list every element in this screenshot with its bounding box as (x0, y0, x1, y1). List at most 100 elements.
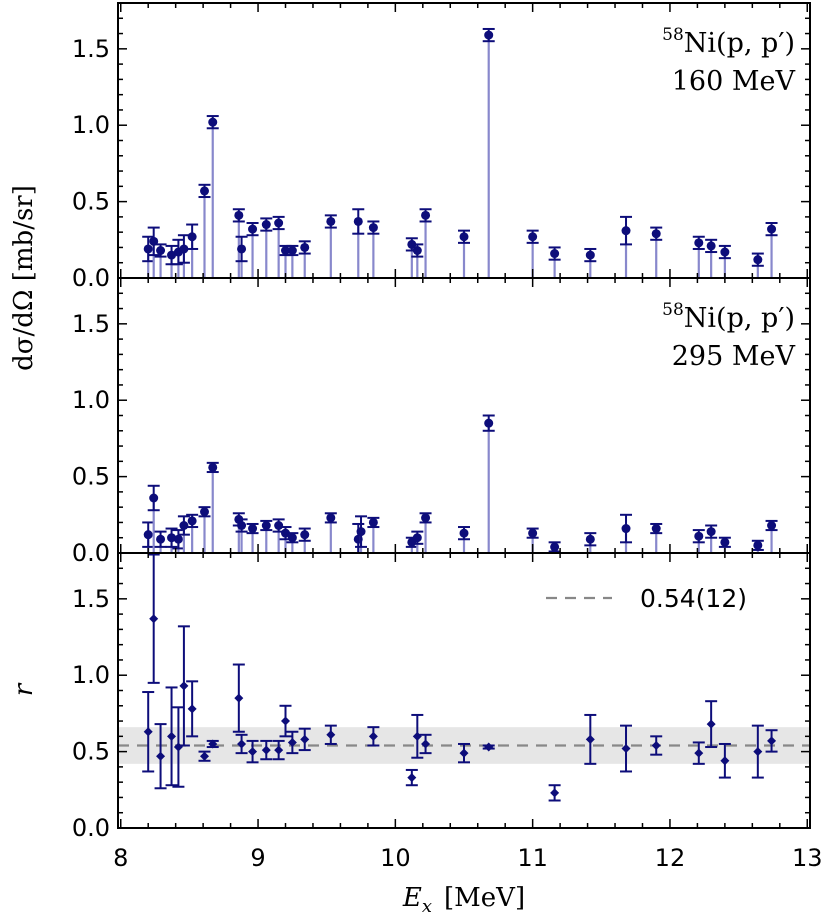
panel-ratio-ticks: 0.0 0.5 1.0 1.5 (72, 552, 810, 842)
panel-295-point-17 (326, 513, 336, 523)
legend-label: 0.54(12) (640, 584, 747, 613)
panel-ratio-point-22 (459, 748, 469, 758)
panel-ratio-marks (118, 553, 810, 802)
panel-295-point-32 (706, 527, 716, 537)
x-axis-label-var: E (402, 883, 422, 913)
panel-160-point-30 (694, 238, 704, 248)
panel-ratio-point-24 (550, 788, 560, 798)
panel-160-point-12 (261, 220, 271, 230)
panel-160-point-10 (237, 244, 247, 254)
x-tick-label: 9 (250, 844, 265, 872)
panel-295-marks (142, 414, 778, 553)
panel-160-energy: 160 MeV (672, 66, 796, 97)
panel-295-point-7 (200, 507, 209, 517)
panel-295-point-30 (651, 524, 661, 534)
panel-295-point-31 (694, 531, 704, 541)
panel-295-energy: 295 MeV (672, 341, 796, 372)
panel-ratio-point-29 (706, 719, 716, 729)
panel-295-point-34 (753, 540, 763, 550)
panel-295-point-14 (281, 528, 291, 538)
panel-ratio-ytick-label: 0.0 (72, 814, 110, 842)
panel-ratio-point-18 (368, 731, 378, 741)
ratio-y-axis-label: r (9, 682, 39, 696)
panel-295-point-29 (621, 524, 631, 534)
panel-160-ytick-label: 0.5 (72, 188, 110, 216)
panel-295-point-19 (356, 527, 366, 537)
panel-160-point-3 (167, 250, 177, 260)
panel-295-point-16 (300, 530, 310, 540)
panel-295-point-0 (143, 530, 153, 540)
panel-295-point-2 (156, 534, 166, 544)
panel-160: 0.0 0.5 1.0 1.5 58Ni(p, p′) 160 MeV (72, 2, 810, 292)
panel-160-point-2 (156, 246, 166, 255)
panel-160-mass-number: 58 (662, 25, 684, 45)
panel-160-point-22 (421, 210, 431, 220)
panel-160-point-32 (720, 247, 730, 257)
panel-160-point-0 (143, 244, 153, 254)
panel-295-reaction: Ni(p, p′) (684, 303, 795, 334)
panel-ratio-point-6 (187, 704, 197, 714)
panel-ratio-point-3 (167, 731, 177, 741)
panel-295-mass-number: 58 (662, 300, 684, 320)
panel-160-point-6 (187, 232, 197, 242)
panel-295-point-22 (412, 533, 422, 543)
panel-295-point-4 (173, 534, 183, 544)
panel-160-point-28 (621, 226, 631, 236)
panel-295-ytick-label: 0.5 (72, 463, 110, 491)
x-tick-label: 11 (517, 844, 548, 872)
panel-160-point-25 (528, 232, 538, 242)
panel-ratio-point-11 (248, 747, 258, 757)
panel-ratio-ytick-label: 0.5 (72, 738, 110, 766)
panel-ratio-point-5 (179, 681, 189, 691)
x-tick-labels: 8 9 10 11 12 13 (113, 844, 822, 872)
panel-295-point-8 (208, 462, 218, 472)
panel-160-point-7 (200, 186, 209, 196)
panel-295-ytick-label: 1.5 (72, 310, 110, 338)
x-tick-label: 10 (380, 844, 411, 872)
panel-ratio-point-19 (407, 773, 417, 783)
panel-160-marks (142, 27, 778, 278)
panel-295-point-1 (149, 493, 159, 503)
panel-ratio-point-16 (300, 734, 310, 744)
panel-160-point-16 (300, 242, 310, 252)
panel-295-point-24 (459, 528, 469, 538)
panel-295-point-15 (287, 533, 297, 543)
panel-160-annotation-line1: 58Ni(p, p′) (662, 25, 795, 59)
panel-160-point-23 (459, 232, 469, 242)
panel-ratio-point-7 (200, 751, 209, 761)
panel-295-point-12 (261, 521, 271, 530)
panel-160-point-33 (753, 255, 763, 265)
x-tick-label: 8 (113, 844, 128, 872)
panel-295-point-20 (368, 517, 378, 527)
panel-ratio-point-31 (753, 747, 763, 757)
panel-160-point-27 (585, 250, 595, 260)
panel-160-point-8 (208, 117, 218, 127)
panel-295-point-11 (248, 524, 258, 534)
panel-ratio-point-17 (326, 730, 336, 740)
panel-160-point-9 (234, 210, 244, 220)
shared-y-axis-label: dσ/dΩ [mb/sr] (9, 185, 39, 371)
panel-160-point-14 (281, 246, 291, 255)
panel-ratio-ytick-label: 1.0 (72, 661, 110, 689)
panel-160-reaction: Ni(p, p′) (684, 28, 795, 59)
panel-ratio-point-13 (274, 745, 284, 755)
x-axis-label: Ex [MeV] (402, 883, 525, 917)
panel-ratio: 0.0 0.5 1.0 1.5 0.54(12) (72, 552, 810, 842)
panel-160-point-13 (274, 218, 284, 228)
panel-160-point-29 (651, 229, 661, 239)
panel-ratio-point-12 (261, 745, 271, 755)
panel-295: 0.0 0.5 1.0 1.5 58Ni(p, p′) 295 MeV (72, 277, 810, 567)
panel-295-point-6 (187, 516, 197, 526)
panel-ratio-point-32 (767, 736, 777, 746)
panel-ratio-point-28 (694, 748, 704, 758)
panel-ratio-point-21 (421, 739, 431, 749)
panel-160-point-11 (248, 224, 258, 234)
panel-295-point-3 (167, 533, 177, 543)
panel-295-point-23 (421, 513, 431, 523)
panel-ratio-point-25 (585, 734, 595, 744)
panel-ratio-point-0 (143, 727, 153, 737)
panel-295-point-33 (720, 537, 730, 547)
panel-160-point-19 (368, 223, 378, 233)
panel-ratio-point-23 (484, 742, 494, 752)
